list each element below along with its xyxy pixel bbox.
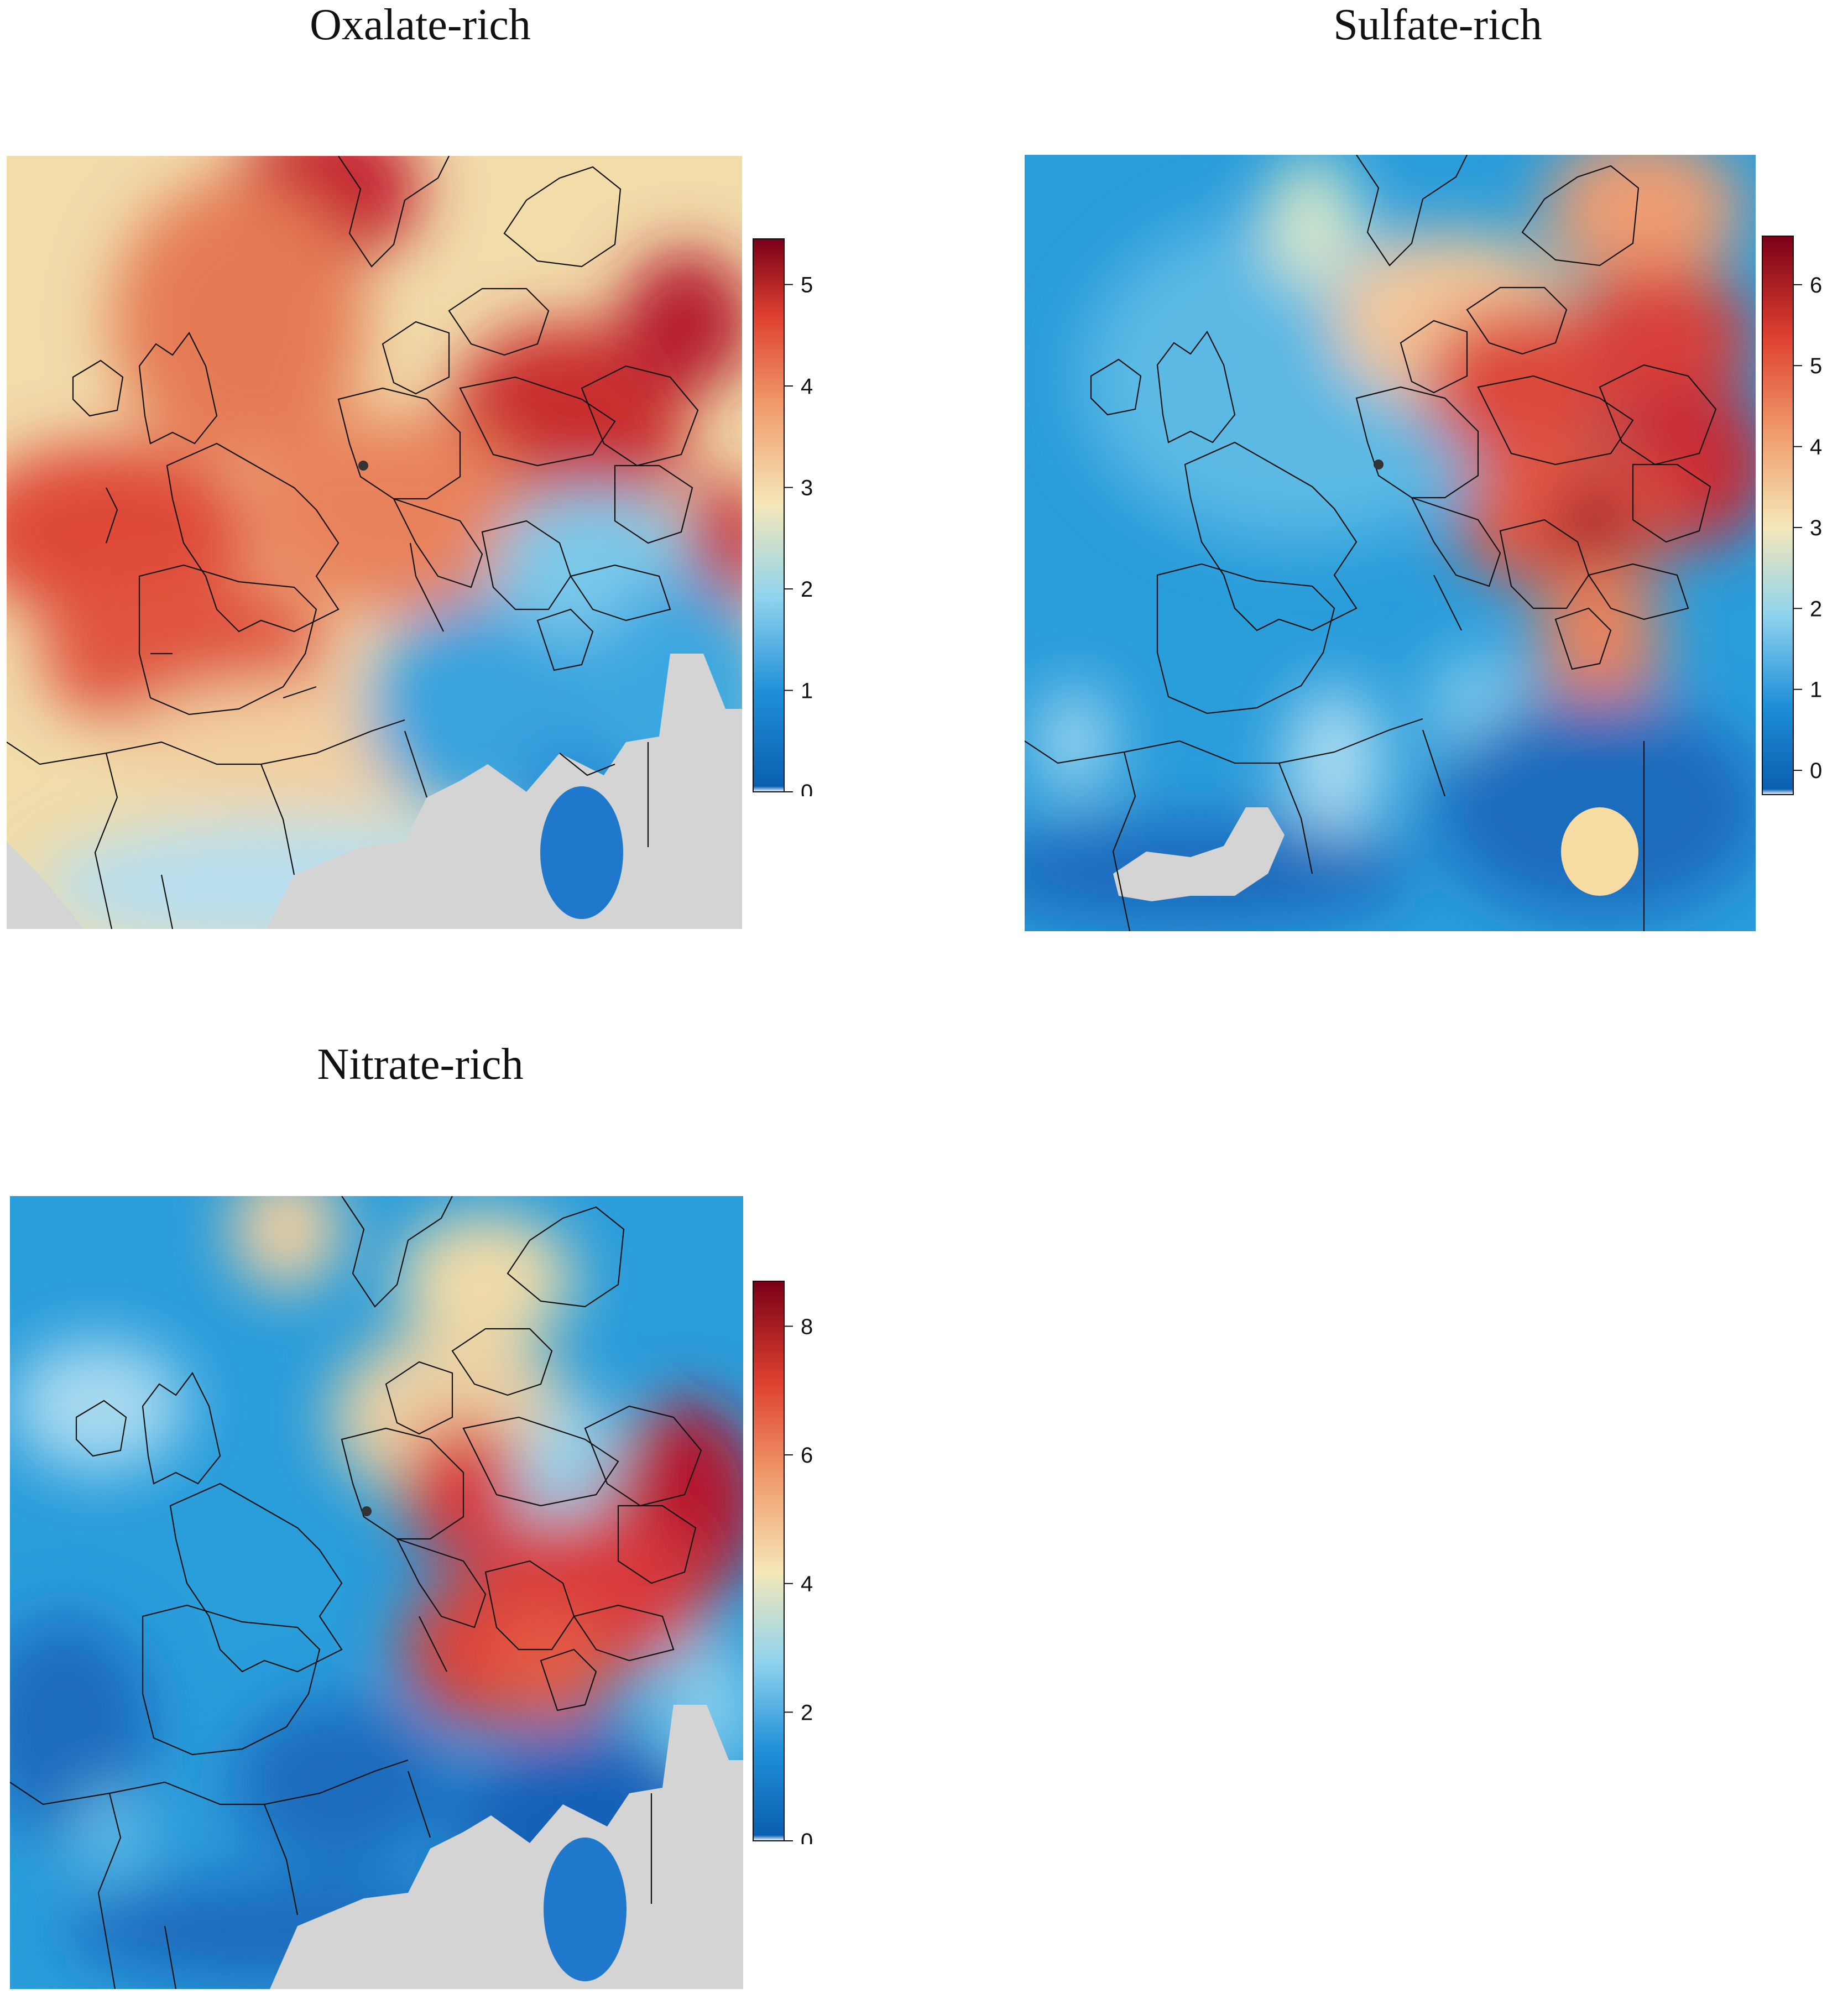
station-marker	[358, 461, 368, 471]
colorbar-tick-label: 0	[801, 780, 813, 796]
colorbar-tick-label: 2	[1810, 597, 1822, 621]
no-data-region	[7, 842, 84, 929]
station-marker	[362, 1506, 372, 1516]
colorbar-tick-label: 0	[1810, 759, 1822, 783]
no-data-region	[267, 654, 742, 929]
colorbar-tick-label: 4	[801, 1572, 813, 1596]
colorbar-tick-label: 6	[801, 1443, 813, 1468]
colorbar-tick-label: 2	[801, 1700, 813, 1725]
colorbar-tick-label: 5	[801, 273, 813, 297]
map-nitrate	[10, 1196, 743, 1989]
panel-title-sulfate: Sulfate-rich	[1333, 1, 1542, 49]
colorbar-tick-label: 1	[801, 679, 813, 703]
colorbar-tick-label: 0	[801, 1829, 813, 1844]
colorbar-tick-label: 1	[1810, 678, 1822, 702]
colorbar-tick-label: 2	[801, 577, 813, 602]
colorbar-tick-label: 5	[1810, 354, 1822, 378]
colorbar-tick-label: 3	[801, 476, 813, 500]
panel-title-oxalate: Oxalate-rich	[310, 1, 531, 49]
station-marker	[1374, 460, 1384, 469]
concentration-field	[1025, 155, 1756, 929]
colorbar-tick-label: 4	[801, 374, 813, 399]
map-oxalate	[7, 156, 742, 929]
country-borders	[7, 156, 699, 929]
colorbar-gradient	[1762, 236, 1794, 795]
colorbar-gradient	[753, 1281, 785, 1841]
colorbar-tick-label: 3	[1810, 516, 1822, 540]
colorbar-tick-label: 6	[1810, 273, 1822, 297]
colorbar-tick-label: 8	[801, 1314, 813, 1339]
no-data-region	[1113, 807, 1285, 901]
sea-patch	[544, 1838, 627, 1981]
colorbar-tick-label: 4	[1810, 435, 1822, 460]
colorbar-oxalate: 0 1 2 3 4 5	[753, 238, 813, 796]
country-borders	[10, 1196, 702, 1989]
colorbar-sulfate: 0 1 2 3 4 5 6	[1762, 236, 1822, 795]
panel-title-nitrate: Nitrate-rich	[317, 1040, 524, 1089]
hotspot-patch	[1561, 807, 1638, 896]
sea-patch	[540, 786, 623, 919]
colorbar-nitrate: 0 2 4 6 8	[753, 1281, 813, 1844]
colorbar-gradient	[753, 238, 785, 792]
map-sulfate	[1025, 155, 1756, 931]
country-borders	[1025, 155, 1717, 931]
